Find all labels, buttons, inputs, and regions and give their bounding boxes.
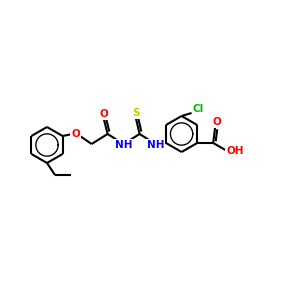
Text: Cl: Cl [193,104,204,114]
Text: NH: NH [147,140,164,150]
Text: NH: NH [115,140,132,150]
Text: O: O [99,109,108,119]
Text: O: O [213,117,222,127]
Text: S: S [132,108,139,118]
Text: OH: OH [226,146,244,156]
Text: O: O [71,129,80,139]
